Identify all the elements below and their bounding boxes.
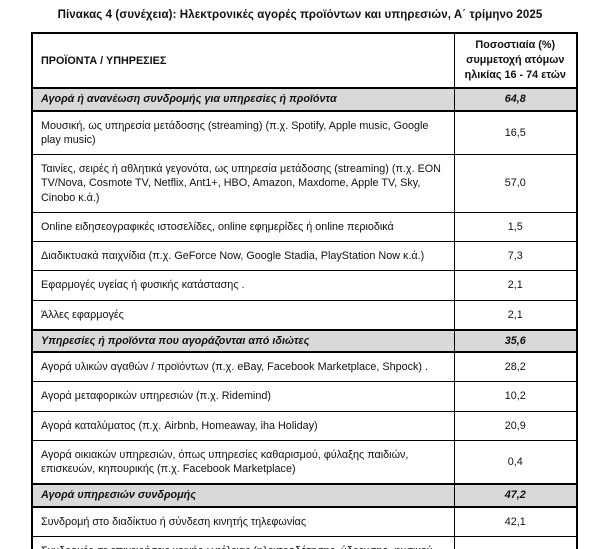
table-row: Αγορά μεταφορικών υπηρεσιών (π.χ. Ridemi… — [31, 381, 578, 412]
row-label: Διαδικτυακά παιχνίδια (π.χ. GeForce Now,… — [31, 241, 455, 272]
table-row: Άλλες εφαρμογές 2,1 — [31, 299, 578, 331]
statistics-table: ΠΡΟΪΟΝΤΑ / ΥΠΗΡΕΣΙΕΣ Ποσοστιαία (%) συμμ… — [31, 32, 578, 549]
section-label: Αγορά υπηρεσιών συνδρομής — [31, 483, 455, 508]
table-row: Μουσική, ως υπηρεσία μετάδοσης (streamin… — [31, 110, 578, 156]
row-value: 0,4 — [453, 439, 578, 485]
row-value: 20,9 — [453, 410, 578, 441]
row-label: Συνδρομή στο διαδίκτυο ή σύνδεση κινητής… — [31, 506, 455, 537]
row-label: Συνδρομές σε επιχειρήσεις κοινής ωφέλεια… — [31, 535, 455, 549]
row-value: 2,1 — [453, 270, 578, 301]
table-row: Ταινίες, σειρές ή αθλητικά γεγονότα, ως … — [31, 154, 578, 213]
section-value: 35,6 — [453, 328, 578, 354]
row-value: 57,0 — [453, 154, 578, 213]
table-row: Διαδικτυακά παιχνίδια (π.χ. GeForce Now,… — [31, 241, 578, 272]
row-value: 42,1 — [453, 506, 578, 537]
row-value: 21,2 — [453, 535, 578, 549]
row-label: Ταινίες, σειρές ή αθλητικά γεγονότα, ως … — [31, 154, 455, 213]
row-value: 1,5 — [453, 211, 578, 243]
percentage-column-header: Ποσοστιαία (%) συμμετοχή ατόμων ηλικίας … — [453, 32, 578, 89]
table-row: Online ειδησεογραφικές ιστοσελίδες, onli… — [31, 211, 578, 243]
row-value: 16,5 — [453, 110, 578, 156]
row-label: Μουσική, ως υπηρεσία μετάδοσης (streamin… — [31, 110, 455, 156]
row-value: 10,2 — [453, 381, 578, 412]
table-title: Πίνακας 4 (συνέχεια): Ηλεκτρονικές αγορέ… — [57, 9, 543, 21]
row-label: Αγορά οικιακών υπηρεσιών, όπως υπηρεσίες… — [31, 439, 455, 485]
table-row: Συνδρομή στο διαδίκτυο ή σύνδεση κινητής… — [31, 506, 578, 537]
table-body: Αγορά ή ανανέωση συνδρομής για υπηρεσίες… — [31, 87, 578, 549]
row-label: Άλλες εφαρμογές — [31, 299, 455, 331]
section-value: 47,2 — [453, 483, 578, 508]
row-value: 28,2 — [453, 351, 578, 383]
section-value: 64,8 — [453, 87, 578, 112]
row-label: Εφαρμογές υγείας ή φυσικής κατάστασης . — [31, 270, 455, 301]
row-label: Αγορά καταλύματος (π.χ. Airbnb, Homeaway… — [31, 410, 455, 441]
table-row: Αγορά οικιακών υπηρεσιών, όπως υπηρεσίες… — [31, 439, 578, 485]
section-label: Αγορά ή ανανέωση συνδρομής για υπηρεσίες… — [31, 87, 455, 112]
row-value: 2,1 — [453, 299, 578, 331]
row-label: Αγορά μεταφορικών υπηρεσιών (π.χ. Ridemi… — [31, 381, 455, 412]
table-row: Αγορά υλικών αγαθών / προϊόντων (π.χ. eB… — [31, 351, 578, 383]
table-row: Αγορά καταλύματος (π.χ. Airbnb, Homeaway… — [31, 410, 578, 441]
section-row: Αγορά ή ανανέωση συνδρομής για υπηρεσίες… — [31, 87, 578, 112]
row-label: Αγορά υλικών αγαθών / προϊόντων (π.χ. eB… — [31, 351, 455, 383]
products-column-header: ΠΡΟΪΟΝΤΑ / ΥΠΗΡΕΣΙΕΣ — [31, 32, 455, 89]
header-row: ΠΡΟΪΟΝΤΑ / ΥΠΗΡΕΣΙΕΣ Ποσοστιαία (%) συμμ… — [31, 32, 578, 89]
section-row: Υπηρεσίες ή προϊόντα που αγοράζονται από… — [31, 328, 578, 354]
row-value: 7,3 — [453, 241, 578, 272]
row-label: Online ειδησεογραφικές ιστοσελίδες, onli… — [31, 211, 455, 243]
section-row: Αγορά υπηρεσιών συνδρομής 47,2 — [31, 483, 578, 508]
table-row: Εφαρμογές υγείας ή φυσικής κατάστασης .2… — [31, 270, 578, 301]
table-row: Συνδρομές σε επιχειρήσεις κοινής ωφέλεια… — [31, 535, 578, 549]
section-label: Υπηρεσίες ή προϊόντα που αγοράζονται από… — [31, 328, 455, 354]
